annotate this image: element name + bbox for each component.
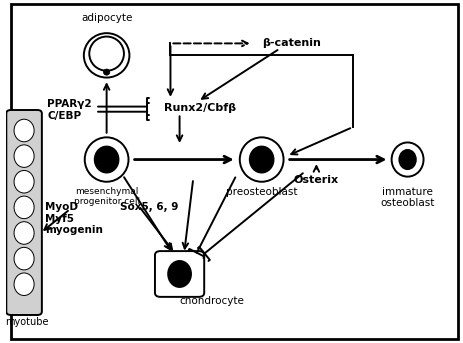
- Text: preosteoblast: preosteoblast: [226, 187, 297, 197]
- Text: Runx2/Cbfβ: Runx2/Cbfβ: [163, 103, 236, 113]
- Ellipse shape: [84, 33, 130, 78]
- FancyBboxPatch shape: [11, 4, 458, 339]
- Ellipse shape: [240, 137, 283, 182]
- Text: PPARγ2
C/EBP: PPARγ2 C/EBP: [47, 99, 92, 121]
- Ellipse shape: [14, 170, 34, 193]
- Text: mesenchymal
progenitor cell: mesenchymal progenitor cell: [74, 187, 140, 206]
- Text: immature
osteoblast: immature osteoblast: [381, 187, 435, 209]
- Ellipse shape: [85, 137, 129, 182]
- Text: β-catenin: β-catenin: [262, 38, 320, 48]
- Ellipse shape: [95, 146, 119, 173]
- Text: adipocyte: adipocyte: [81, 13, 132, 23]
- Ellipse shape: [14, 196, 34, 218]
- Text: chondrocyte: chondrocyte: [179, 296, 244, 306]
- Ellipse shape: [14, 145, 34, 167]
- Ellipse shape: [89, 37, 124, 71]
- FancyBboxPatch shape: [6, 110, 42, 315]
- FancyBboxPatch shape: [155, 251, 204, 297]
- Text: MyoD
Myf5
myogenin: MyoD Myf5 myogenin: [45, 202, 103, 235]
- Ellipse shape: [168, 261, 191, 287]
- Ellipse shape: [103, 69, 110, 75]
- Ellipse shape: [14, 119, 34, 142]
- Ellipse shape: [250, 146, 274, 173]
- Ellipse shape: [392, 142, 424, 177]
- Text: Sox5, 6, 9: Sox5, 6, 9: [120, 202, 179, 212]
- Text: myotube: myotube: [5, 317, 49, 327]
- Text: Osterix: Osterix: [294, 175, 339, 185]
- Ellipse shape: [14, 273, 34, 296]
- Ellipse shape: [14, 247, 34, 270]
- Ellipse shape: [400, 150, 416, 169]
- Ellipse shape: [14, 222, 34, 244]
